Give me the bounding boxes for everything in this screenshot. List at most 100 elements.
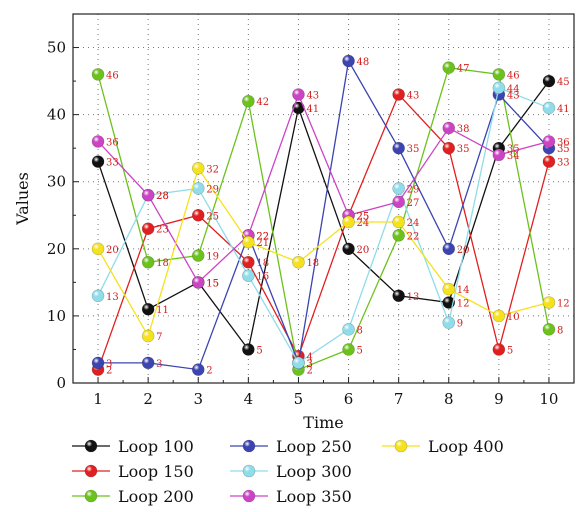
data-point — [342, 215, 355, 229]
series-line — [97, 166, 550, 338]
data-point — [442, 282, 456, 296]
data-label: 21 — [256, 238, 269, 249]
data-point — [141, 255, 155, 269]
data-label: 25 — [357, 211, 370, 222]
data-label: 43 — [306, 91, 319, 102]
x-tick-label: 1 — [93, 390, 103, 408]
data-label: 3 — [156, 359, 162, 370]
series-layer: 3311155412013123545223251842543355334618… — [91, 54, 570, 377]
data-point — [392, 195, 405, 209]
data-label: 13 — [106, 292, 119, 303]
data-point — [392, 215, 405, 229]
data-point — [542, 296, 556, 309]
data-label: 24 — [407, 218, 420, 229]
data-label: 35 — [407, 144, 420, 155]
legend-item: Loop 350 — [230, 487, 352, 506]
data-point — [242, 269, 255, 282]
data-label: 35 — [557, 144, 570, 155]
data-point — [242, 343, 255, 356]
data-point — [191, 162, 205, 175]
data-label: 10 — [507, 312, 520, 323]
data-point — [292, 356, 305, 370]
data-point — [191, 363, 205, 376]
series-loop-300 — [91, 81, 556, 370]
legend-label: Loop 250 — [276, 437, 352, 456]
legend-item: Loop 400 — [382, 437, 504, 456]
legend-marker — [84, 489, 98, 503]
data-label: 23 — [156, 225, 169, 236]
legend-marker — [84, 439, 98, 453]
data-label: 18 — [156, 258, 169, 269]
series-line — [97, 80, 550, 352]
x-tick-label: 6 — [344, 390, 354, 408]
data-point — [492, 343, 506, 356]
data-point — [191, 276, 205, 289]
legend-label: Loop 400 — [428, 437, 504, 456]
legend-label: Loop 350 — [276, 487, 352, 506]
data-label: 25 — [357, 211, 370, 222]
data-label: 33 — [557, 158, 570, 169]
data-point — [392, 289, 405, 303]
x-tick-label: 7 — [394, 390, 404, 408]
data-point — [342, 242, 355, 256]
data-point — [91, 155, 105, 168]
data-label: 42 — [256, 97, 269, 108]
data-labels: 3311155412013123545223251842543355334618… — [106, 57, 570, 377]
data-label: 7 — [156, 332, 162, 343]
data-label: 5 — [507, 345, 513, 356]
data-label: 15 — [206, 278, 219, 289]
legend-marker — [242, 464, 256, 478]
data-label: 36 — [106, 137, 119, 148]
data-label: 35 — [457, 144, 470, 155]
data-label: 36 — [557, 137, 570, 148]
x-tick-label: 5 — [294, 390, 304, 408]
y-tick-label: 40 — [47, 106, 66, 124]
x-tick-label: 2 — [143, 390, 153, 408]
legend-item: Loop 250 — [230, 437, 352, 456]
data-label: 18 — [306, 258, 319, 269]
legend-label: Loop 300 — [276, 462, 352, 481]
legend-item: Loop 100 — [72, 437, 194, 456]
data-label: 3 — [306, 359, 312, 370]
legend-item: Loop 300 — [230, 462, 352, 481]
data-point — [442, 61, 456, 74]
y-axis-title: Values — [13, 172, 32, 226]
data-label: 44 — [507, 84, 520, 95]
data-point — [442, 316, 456, 329]
data-point — [242, 255, 255, 269]
x-tick-label: 4 — [244, 390, 254, 408]
data-label: 35 — [507, 144, 520, 155]
series-loop-200 — [91, 61, 556, 376]
x-tick-label: 8 — [444, 390, 454, 408]
data-label: 27 — [407, 198, 420, 209]
data-label: 2 — [106, 366, 112, 377]
series-line — [97, 66, 550, 371]
data-point — [542, 323, 556, 336]
x-axis-title: Time — [303, 413, 343, 432]
data-label: 43 — [507, 91, 520, 102]
data-point — [542, 74, 556, 88]
data-point — [492, 81, 506, 95]
data-point — [91, 135, 105, 148]
data-point — [91, 242, 105, 256]
y-tick-label: 50 — [47, 39, 66, 57]
data-label: 19 — [206, 252, 219, 263]
data-point — [91, 289, 105, 303]
data-label: 28 — [156, 191, 169, 202]
data-label: 2 — [306, 366, 312, 377]
legend-label: Loop 150 — [118, 462, 194, 481]
data-point — [342, 54, 355, 68]
series-loop-250 — [91, 54, 556, 376]
data-point — [542, 155, 556, 168]
data-label: 43 — [407, 91, 420, 102]
data-point — [392, 141, 405, 155]
y-tick-label: 10 — [47, 307, 66, 325]
data-label: 45 — [557, 77, 570, 88]
data-point — [492, 309, 506, 323]
data-label: 41 — [306, 104, 319, 115]
data-label: 9 — [457, 319, 463, 330]
series-line — [98, 59, 550, 371]
data-label: 3 — [306, 359, 312, 370]
x-tick-label: 10 — [539, 390, 558, 408]
